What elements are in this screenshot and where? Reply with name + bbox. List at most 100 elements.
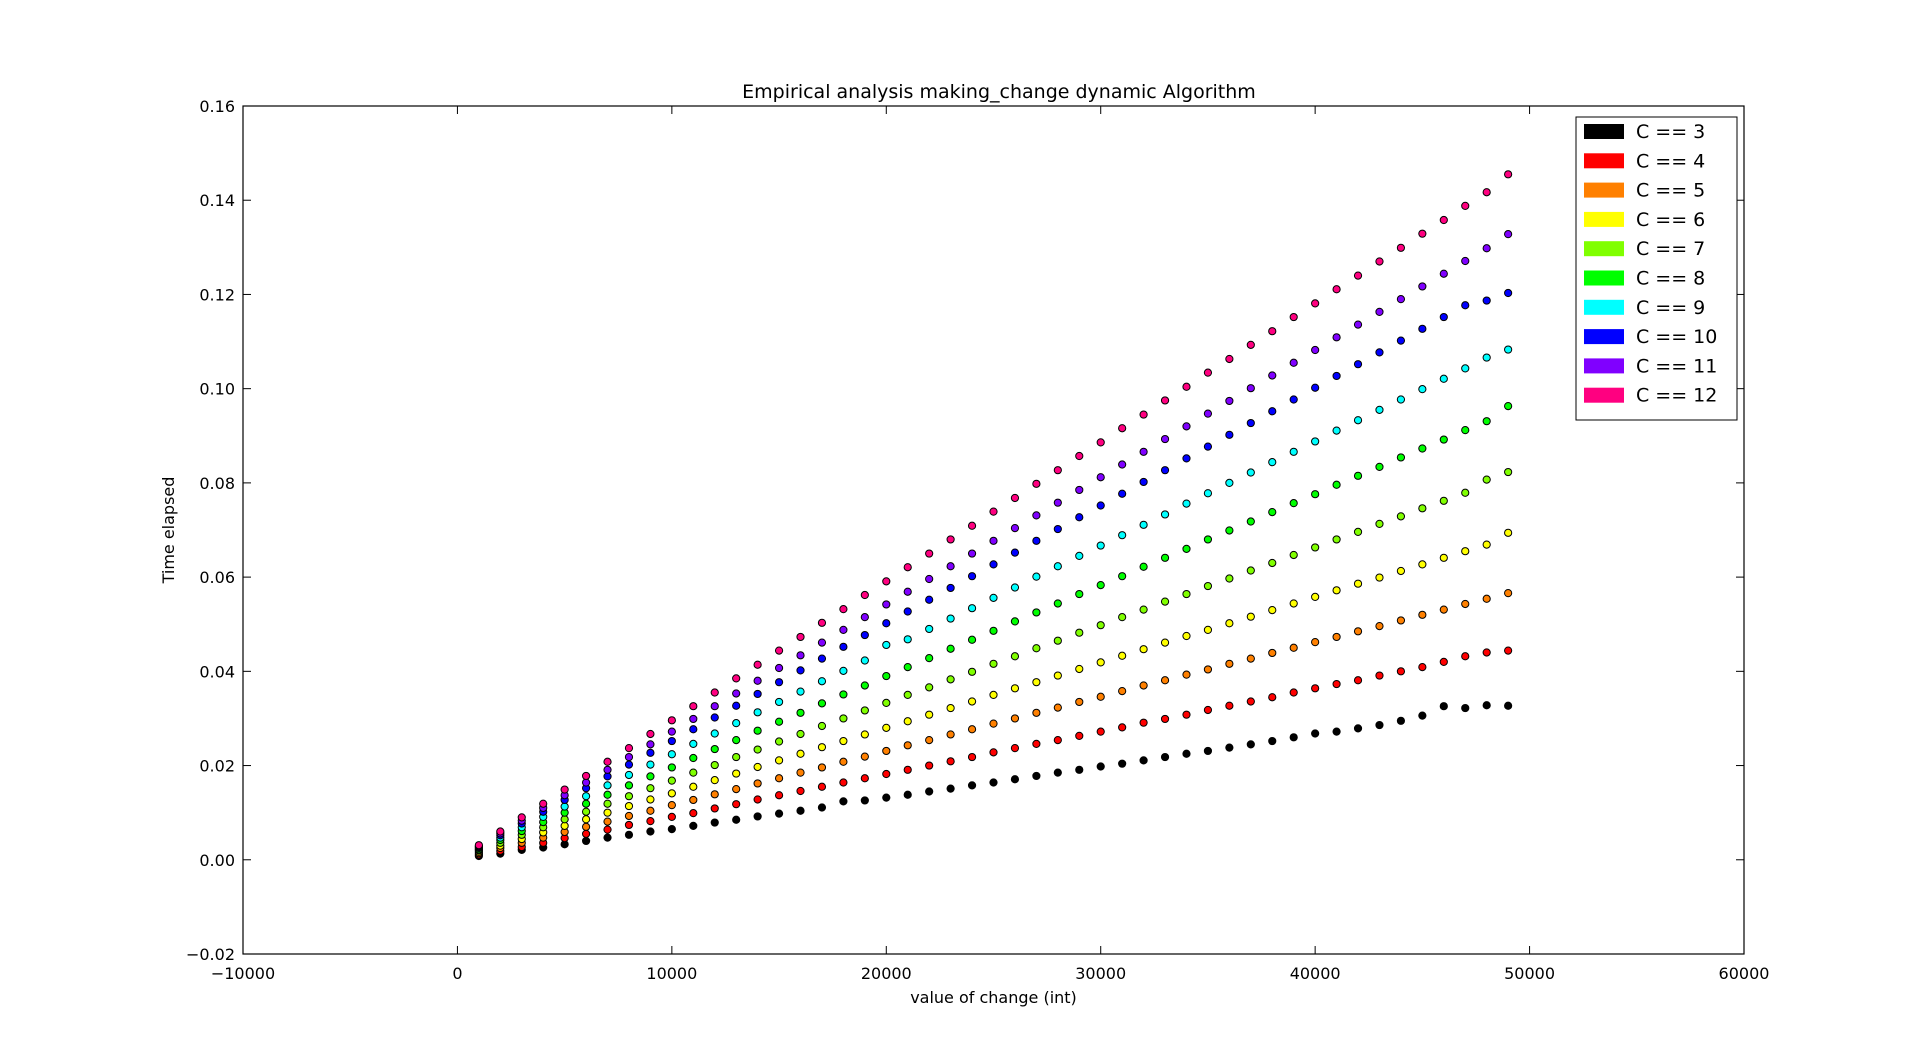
data-point: [796, 729, 805, 739]
data-point: [1439, 657, 1448, 667]
data-point: [1375, 573, 1384, 582]
series-c-5: [474, 589, 1513, 858]
data-point: [1246, 517, 1255, 526]
data-point: [946, 703, 955, 713]
data-point: [1504, 528, 1513, 537]
data-point: [1375, 519, 1384, 528]
data-point: [1053, 466, 1062, 475]
data-point: [946, 730, 955, 739]
data-point: [1311, 543, 1320, 552]
data-point: [1482, 540, 1491, 549]
data-point: [1439, 269, 1448, 278]
data-point: [1311, 638, 1320, 647]
data-point: [710, 818, 719, 827]
data-point: [1118, 759, 1127, 768]
data-point: [1075, 513, 1084, 522]
data-point: [753, 745, 762, 754]
data-point: [603, 817, 612, 826]
data-point: [967, 572, 977, 581]
data-point: [1182, 422, 1191, 431]
data-point: [1246, 697, 1255, 706]
data-point: [1096, 501, 1105, 510]
data-point: [581, 836, 591, 846]
data-point: [967, 604, 977, 613]
legend-swatch: [1584, 153, 1624, 169]
data-point: [1053, 498, 1062, 507]
data-point: [1203, 705, 1213, 715]
data-point: [967, 781, 977, 790]
data-point: [1461, 364, 1470, 373]
data-point: [753, 812, 762, 821]
data-point: [925, 761, 934, 770]
data-point: [1461, 426, 1470, 435]
data-point: [710, 729, 719, 738]
data-point: [1032, 644, 1041, 653]
x-tick-label: 10000: [646, 964, 697, 983]
data-point: [860, 630, 869, 640]
data-point: [1118, 424, 1127, 433]
data-point: [603, 833, 612, 842]
data-point: [603, 765, 612, 774]
data-point: [1418, 385, 1427, 394]
data-point: [1396, 716, 1406, 725]
data-point: [839, 736, 848, 746]
data-point: [1075, 551, 1084, 561]
data-point: [774, 774, 784, 783]
data-point: [689, 782, 698, 791]
data-point: [925, 736, 934, 745]
data-point: [1182, 670, 1191, 679]
data-point: [1160, 676, 1170, 685]
data-point: [860, 730, 869, 739]
x-tick-label: −10000: [211, 964, 275, 983]
data-point: [1375, 462, 1384, 471]
data-point: [1461, 547, 1470, 556]
data-point: [967, 549, 977, 558]
data-point: [1268, 327, 1277, 336]
data-point: [1268, 371, 1277, 380]
data-point: [689, 795, 698, 805]
data-point: [989, 536, 998, 545]
data-point: [1182, 499, 1191, 508]
data-point: [1289, 688, 1298, 697]
data-point: [710, 760, 719, 770]
data-point: [1075, 731, 1084, 740]
data-point: [474, 841, 483, 850]
data-point: [925, 574, 934, 584]
data-point: [1010, 524, 1020, 533]
data-point: [1461, 301, 1470, 310]
data-point: [517, 813, 526, 822]
legend-label: C == 8: [1636, 268, 1705, 290]
data-point: [967, 697, 977, 706]
data-point: [1396, 336, 1406, 345]
data-point: [732, 701, 741, 710]
data-point: [1010, 583, 1020, 592]
y-tick-label: 0.02: [199, 757, 235, 776]
data-point: [1311, 592, 1320, 601]
data-point: [989, 507, 998, 516]
data-point: [624, 760, 634, 769]
data-point: [646, 817, 655, 826]
y-tick-label: 0.08: [199, 474, 235, 493]
data-point: [646, 729, 655, 739]
data-point: [989, 560, 998, 569]
data-point: [860, 752, 869, 761]
data-point: [1396, 395, 1406, 404]
data-point: [1203, 625, 1213, 634]
data-point: [967, 521, 977, 530]
data-point: [1053, 768, 1062, 777]
data-point: [1504, 646, 1513, 655]
data-point: [817, 803, 827, 812]
data-point: [903, 790, 912, 799]
data-point: [1118, 613, 1127, 622]
y-tick-label: 0.14: [199, 191, 235, 210]
data-point: [882, 671, 891, 681]
data-point: [1396, 566, 1406, 576]
data-point: [646, 740, 655, 749]
data-point: [689, 753, 698, 763]
data-point: [1461, 599, 1470, 609]
data-point: [882, 619, 891, 628]
series-c-10: [474, 288, 1513, 852]
data-point: [925, 654, 934, 663]
data-point: [732, 785, 741, 794]
